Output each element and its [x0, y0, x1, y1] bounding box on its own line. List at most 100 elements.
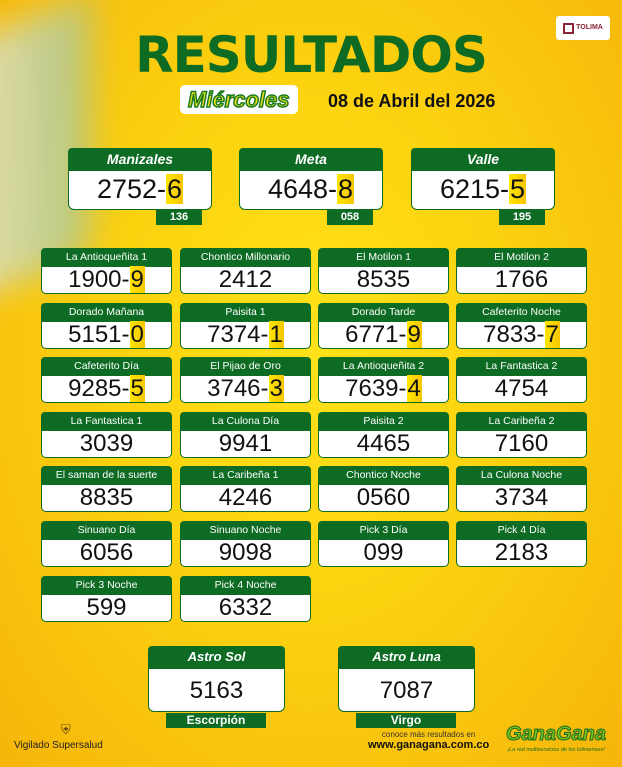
result-card: Cafeterito Día 9285-5 — [41, 357, 172, 404]
lottery-name: Cafeterito Día — [41, 357, 172, 376]
result-card: Paisita 2 4465 — [318, 411, 449, 458]
extra-separator: - — [121, 375, 130, 403]
zodiac-sign: Escorpión — [166, 713, 266, 728]
extra-separator: - — [328, 174, 338, 204]
lottery-name: Chontico Millonario — [180, 248, 311, 266]
result-card: El saman de la suerte 8835 — [41, 466, 172, 513]
result-card: Chontico Millonario 2412 — [180, 248, 311, 294]
lottery-name: Paisita 1 — [180, 302, 311, 321]
result-number: 9285 — [68, 375, 122, 403]
result-card: La Caribeña 2 7160 — [456, 411, 587, 458]
lottery-name: Paisita 2 — [318, 411, 449, 430]
featured-result: Meta 4648-8 058 — [239, 148, 383, 225]
astro-result: Astro Sol 5163 Escorpión — [148, 646, 285, 728]
result-number: 3746 — [207, 375, 261, 403]
extra-separator: - — [121, 266, 130, 293]
result-extra: 9 — [406, 320, 422, 348]
lottery-name: Pick 3 Día — [318, 521, 449, 539]
extra-separator: - — [398, 375, 407, 403]
extra-separator: - — [260, 320, 269, 348]
result-card: La Culona Noche 3734 — [456, 466, 587, 513]
result-extra: 1 — [268, 320, 284, 348]
result-number: 4465 — [356, 429, 411, 457]
lottery-name: La Culona Noche — [456, 466, 587, 485]
result-number: 8835 — [79, 484, 134, 512]
website-link[interactable]: www.ganagana.com.co — [368, 739, 490, 751]
result-number: 2183 — [494, 539, 549, 566]
lottery-name: El Motilon 1 — [318, 248, 449, 266]
lottery-name: Sinuano Día — [41, 521, 172, 539]
lottery-name: El Pijao de Oro — [180, 357, 311, 376]
featured-result: Manizales 2752-6 136 — [68, 148, 212, 225]
result-card: Cafeterito Noche 7833-7 — [456, 302, 587, 349]
result-number: 7374 — [207, 320, 261, 348]
series-number: 136 — [156, 210, 202, 225]
more-results: conoce más resultados en www.ganagana.com… — [368, 730, 489, 752]
lottery-name: La Fantastica 2 — [456, 357, 587, 376]
result-card: El Motilon 1 8535 — [318, 248, 449, 294]
slogan: ¡La red multiservicios de los tolimenses… — [507, 747, 605, 753]
series-number: 058 — [327, 210, 373, 225]
result-number: 5151 — [68, 320, 122, 348]
brand-text: TOLIMA — [576, 24, 603, 31]
result-card: Pick 4 Día 2183 — [456, 521, 587, 567]
result-number: 2752 — [96, 174, 158, 204]
lottery-name: El Motilon 2 — [456, 248, 587, 266]
lottery-name: Valle — [411, 148, 555, 170]
extra-separator: - — [398, 320, 407, 348]
result-extra: 5 — [129, 375, 145, 403]
lottery-name: La Antioqueñita 1 — [41, 248, 172, 266]
day-badge: Miércoles — [180, 85, 298, 114]
result-card: Pick 3 Día 099 — [318, 521, 449, 567]
result-number: 1900 — [68, 266, 122, 293]
result-extra: 3 — [268, 375, 284, 403]
result-card: Pick 4 Noche 6332 — [180, 575, 311, 622]
loteria-tolima-logo: TOLIMA — [556, 16, 610, 40]
result-number: 5163 — [148, 668, 285, 712]
result-number: 9098 — [218, 539, 273, 566]
page-title: RESULTADOS — [135, 26, 488, 84]
lottery-name: La Culona Día — [180, 411, 311, 430]
result-extra: 7 — [544, 320, 560, 348]
lottery-name: La Caribeña 1 — [180, 466, 311, 485]
lottery-name: Pick 4 Noche — [180, 575, 311, 594]
result-card: Sinuano Día 6056 — [41, 521, 172, 567]
extra-separator: - — [536, 320, 545, 348]
result-card: Paisita 1 7374-1 — [180, 302, 311, 349]
lottery-name: La Caribeña 2 — [456, 411, 587, 430]
extra-separator: - — [260, 375, 269, 403]
series-number: 195 — [499, 210, 545, 225]
result-card: El Pijao de Oro 3746-3 — [180, 357, 311, 404]
result-card: Sinuano Noche 9098 — [180, 521, 311, 567]
lottery-name: El saman de la suerte — [41, 466, 172, 485]
lottery-name: La Fantastica 1 — [41, 411, 172, 430]
lottery-name: Dorado Mañana — [41, 302, 172, 321]
zodiac-sign: Virgo — [356, 713, 456, 728]
date-text: 08 de Abril del 2026 — [328, 91, 496, 111]
result-card: Dorado Tarde 6771-9 — [318, 302, 449, 349]
result-extra: 8 — [337, 174, 355, 204]
result-number: 6215 — [439, 174, 501, 204]
result-number: 4648 — [267, 174, 329, 204]
result-number: 599 — [86, 593, 127, 621]
result-card: Chontico Noche 0560 — [318, 466, 449, 513]
lottery-name: Astro Sol — [148, 646, 285, 668]
result-number: 9941 — [218, 429, 273, 457]
extra-separator: - — [157, 174, 167, 204]
lottery-name: Astro Luna — [338, 646, 475, 668]
result-card: Pick 3 Noche 599 — [41, 575, 172, 622]
extra-separator: - — [121, 320, 130, 348]
astro-result: Astro Luna 7087 Virgo — [338, 646, 475, 728]
extra-separator: - — [500, 174, 510, 204]
result-number: 099 — [363, 539, 404, 566]
result-number: 3039 — [79, 429, 134, 457]
result-number: 6771 — [345, 320, 399, 348]
result-number: 4754 — [494, 375, 549, 403]
result-card: La Antioqueñita 2 7639-4 — [318, 357, 449, 404]
lottery-name: Manizales — [68, 148, 212, 170]
tolima-logo-icon — [563, 22, 575, 34]
lottery-name: La Antioqueñita 2 — [318, 357, 449, 376]
supervisor-text: Vigilado Supersalud — [14, 740, 103, 751]
result-extra: 6 — [166, 174, 184, 204]
result-extra: 0 — [129, 320, 145, 348]
